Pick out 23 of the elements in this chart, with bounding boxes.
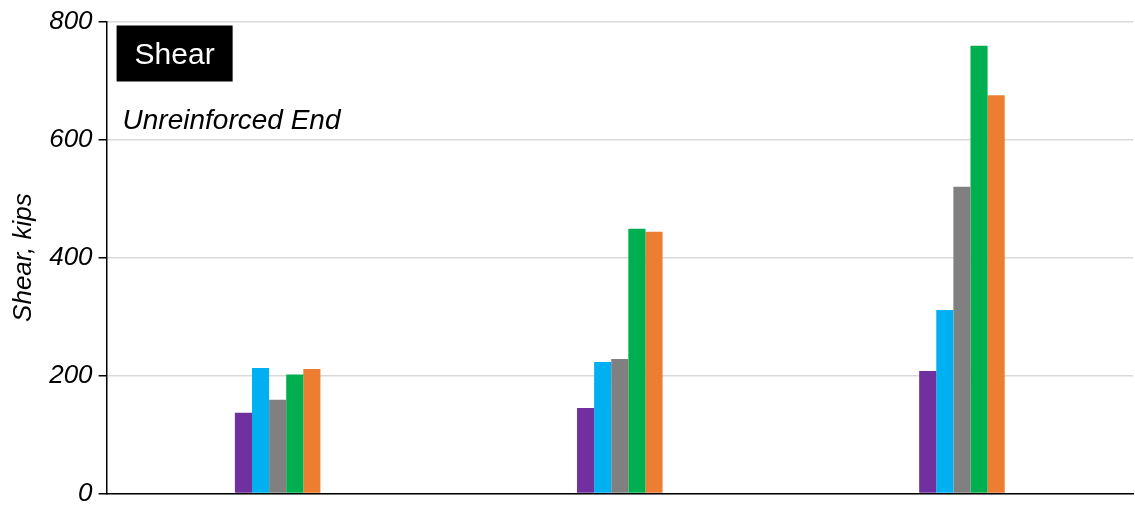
bar — [303, 369, 321, 493]
bar — [611, 359, 629, 493]
bar — [970, 45, 988, 493]
bar — [936, 310, 954, 493]
bar — [987, 95, 1005, 493]
bar — [594, 362, 612, 493]
y-tick-label: 200 — [48, 358, 94, 389]
bar — [919, 370, 937, 493]
y-tick-label: 400 — [49, 240, 94, 271]
annotation: Unreinforced End — [122, 104, 342, 136]
bar — [628, 228, 646, 493]
bar — [269, 399, 287, 493]
bar — [251, 367, 270, 493]
bar — [577, 408, 595, 493]
bar — [234, 412, 252, 493]
text: Shear — [134, 36, 215, 70]
bar — [645, 231, 663, 493]
y-tick-label: 600 — [49, 122, 94, 153]
y-tick-label: 0 — [78, 476, 94, 507]
bar — [286, 374, 304, 493]
y-axis-title: Shear, kips — [6, 193, 37, 322]
y-tick-label: 800 — [49, 4, 94, 35]
bar — [953, 186, 971, 493]
